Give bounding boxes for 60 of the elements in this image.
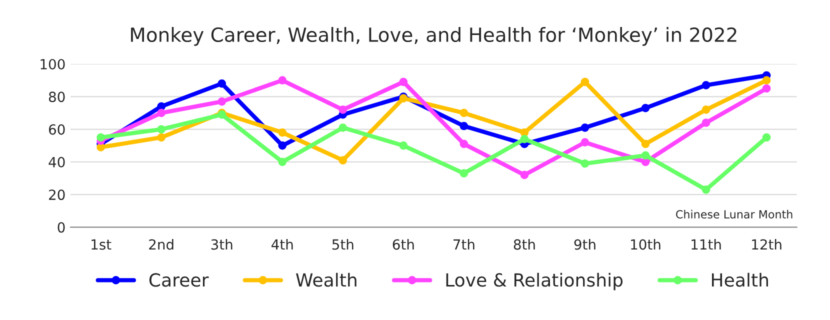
point <box>278 76 287 84</box>
legend-label: Love & Relationship <box>446 272 623 290</box>
point <box>338 106 348 114</box>
y-tick-label: 60 <box>48 124 65 135</box>
point <box>157 133 166 142</box>
point <box>641 104 650 112</box>
x-tick-label: 8th <box>514 239 535 250</box>
legend-label: Health <box>712 272 768 287</box>
x-tick-label: 9th <box>574 239 596 250</box>
point <box>520 170 529 180</box>
y-tick-label: 100 <box>40 58 65 70</box>
point <box>460 122 468 130</box>
point <box>702 106 710 114</box>
point <box>580 78 590 86</box>
point <box>278 128 287 137</box>
point <box>278 158 287 166</box>
point <box>702 81 710 90</box>
point <box>157 125 166 134</box>
point <box>702 185 710 194</box>
chart-title: Monkey Career, Wealth, Love, and Health for ‘Monkey’ in 2022 <box>131 27 736 46</box>
point <box>460 140 468 148</box>
point <box>399 141 408 150</box>
x-tick-label: 3th <box>211 239 232 250</box>
point <box>218 79 226 88</box>
point <box>580 123 590 132</box>
point <box>762 84 771 93</box>
point <box>460 169 468 178</box>
point <box>580 159 590 168</box>
point <box>338 123 348 132</box>
point <box>580 138 590 147</box>
y-tick-label: 40 <box>48 156 65 168</box>
point <box>520 134 529 144</box>
x-tick-label: 5th <box>332 239 354 250</box>
x-tick-label: 6th <box>392 239 414 250</box>
x-tick-label: 7th <box>454 239 474 250</box>
x-axis-title: Chinese Lunar Month <box>676 210 792 219</box>
point <box>641 151 650 160</box>
point <box>96 133 105 142</box>
point <box>762 76 771 84</box>
point <box>338 156 348 164</box>
point <box>157 102 166 111</box>
y-tick-label: 0 <box>58 222 65 233</box>
y-tick-label: 80 <box>48 92 65 102</box>
y-tick-label: 20 <box>49 190 65 200</box>
point <box>702 118 710 127</box>
x-tick-label: 1st <box>92 239 112 250</box>
x-tick-label: 12th <box>752 239 782 250</box>
point <box>762 133 771 142</box>
legend-label: Wealth <box>296 272 356 287</box>
point <box>641 140 650 148</box>
point <box>399 78 408 86</box>
x-tick-label: 4th <box>272 239 293 250</box>
point <box>157 108 166 118</box>
legend-label: Career <box>149 273 209 287</box>
point <box>460 108 468 118</box>
x-tick-label: 10th <box>631 239 660 250</box>
point <box>278 141 287 150</box>
x-tick-label: 11th <box>692 239 721 250</box>
point <box>218 97 226 106</box>
x-tick-label: 2nd <box>149 239 174 250</box>
